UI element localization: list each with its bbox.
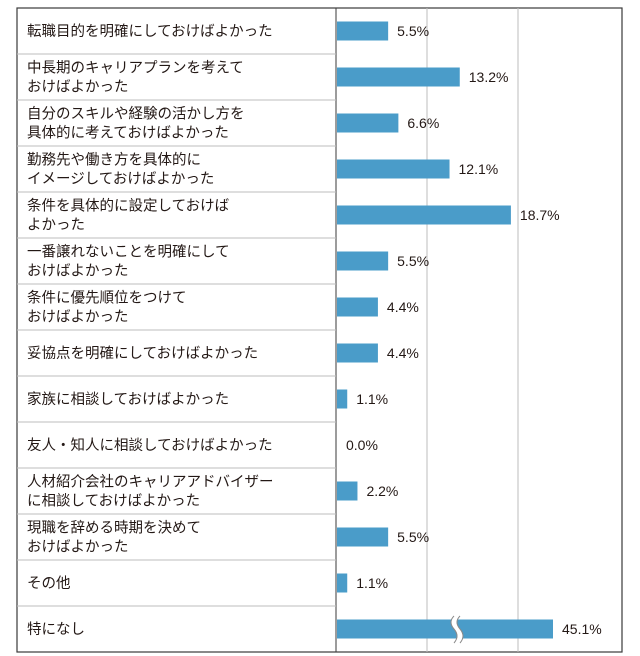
category-label-14: 特になし	[27, 621, 85, 638]
category-label-4: 勤務先や働き方を具体的にイメージしておけばよかった	[27, 152, 214, 188]
bar-14	[337, 619, 553, 639]
category-label-10: 友人・知人に相談しておけばよかった	[27, 437, 273, 454]
value-label-9: 1.1%	[356, 391, 388, 407]
value-label-1: 5.5%	[397, 23, 429, 39]
axis-break-mark	[450, 614, 464, 645]
bar-12	[337, 527, 389, 547]
bar-9	[337, 389, 348, 409]
bar-5	[337, 205, 511, 225]
value-label-14: 45.1%	[562, 621, 602, 637]
axis-break-line-left	[450, 615, 458, 644]
value-label-2: 13.2%	[469, 69, 509, 85]
value-label-10: 0.0%	[346, 437, 378, 453]
value-label-4: 12.1%	[459, 161, 499, 177]
value-label-13: 1.1%	[356, 575, 388, 591]
bar-7	[337, 297, 378, 317]
bar-1	[337, 21, 389, 41]
bar-8	[337, 343, 378, 363]
category-label-9: 家族に相談しておけばよかった	[27, 391, 229, 408]
bar-6	[337, 251, 389, 271]
category-label-11: 人材紹介会社のキャリアアドバイザーに相談しておけばよかった	[27, 474, 274, 510]
category-label-1: 転職目的を明確にしておけばよかった	[27, 23, 273, 40]
category-label-12: 現職を辞める時期を決めておけばよかった	[27, 520, 201, 556]
category-label-3: 自分のスキルや経験の活かし方を具体的に考えておけばよかった	[27, 106, 245, 142]
bar-2	[337, 67, 460, 87]
bar-4	[337, 159, 450, 179]
value-label-5: 18.7%	[520, 207, 560, 223]
bar-13	[337, 573, 348, 593]
value-label-8: 4.4%	[387, 345, 419, 361]
axis-break-line-right	[456, 615, 464, 644]
axis-break-gap	[451, 614, 463, 645]
value-label-6: 5.5%	[397, 253, 429, 269]
category-label-13: その他	[27, 575, 71, 592]
bar-11	[337, 481, 358, 501]
category-label-2: 中長期のキャリアプランを考えておけばよかった	[27, 60, 244, 96]
value-label-12: 5.5%	[397, 529, 429, 545]
category-label-8: 妥協点を明確にしておけばよかった	[27, 345, 258, 362]
category-label-5: 条件を具体的に設定しておけばよかった	[27, 198, 230, 234]
value-label-3: 6.6%	[407, 115, 439, 131]
bar-3	[337, 113, 399, 133]
value-label-7: 4.4%	[387, 299, 419, 315]
category-label-6: 一番譲れないことを明確にしておけばよかった	[27, 244, 230, 280]
category-label-7: 条件に優先順位をつけておけばよかった	[27, 290, 187, 326]
value-label-11: 2.2%	[366, 483, 398, 499]
